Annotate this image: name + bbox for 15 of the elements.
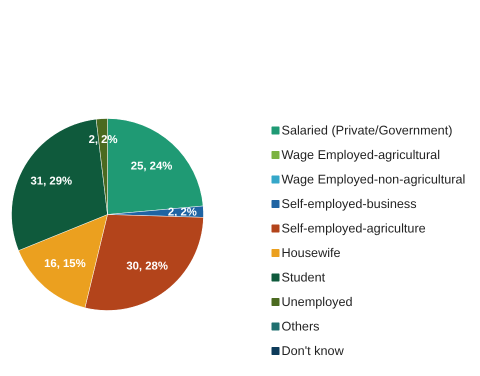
legend-label: Don't know [282,344,345,358]
data-label: 2, 2% [168,206,197,218]
legend-label: Student [282,270,326,284]
data-label: 25, 24% [130,160,172,172]
legend-label: Housewife [282,246,341,260]
legend-label: Wage Employed-agricultural [282,148,440,162]
legend-label: Wage Employed-non-agricultural [282,172,466,186]
legend-label: Self-employed-agriculture [282,222,426,236]
legend-label: Self-employed-business [282,197,417,211]
legend-label: Salaried (Private/Government) [282,124,452,138]
data-label: 31, 29% [30,175,72,188]
data-label: 16, 15% [44,258,86,270]
legend-label: Unemployed [282,295,353,309]
data-label: 30, 28% [126,260,168,272]
legend-label: Others [282,320,320,334]
